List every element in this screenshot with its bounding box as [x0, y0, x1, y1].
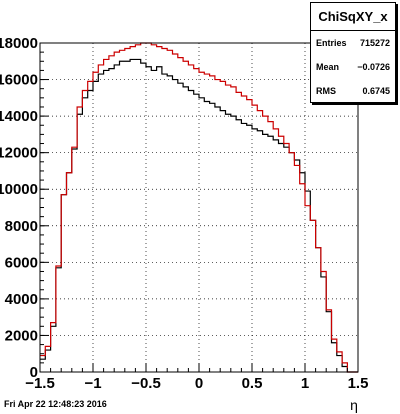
stats-row-rms: RMS 0.6745 [311, 79, 395, 103]
histogram-series [40, 42, 358, 373]
stats-box: ChiSqXY_x Entries 715272 Mean −0.0726 RM… [310, 2, 396, 103]
y-tick-label: 8000 [5, 218, 38, 235]
stats-row-mean: Mean −0.0726 [311, 55, 395, 79]
x-tick-label: 0.5 [242, 375, 263, 392]
x-tick-label: −0.5 [131, 375, 161, 392]
series-line-0 [40, 58, 358, 373]
series-line-1 [40, 42, 358, 373]
y-tick-label: 6000 [5, 254, 38, 271]
y-tick-label: 14000 [0, 108, 38, 125]
stats-rms-value: 0.6745 [362, 86, 390, 96]
y-tick-label: 4000 [5, 291, 38, 308]
stats-entries-label: Entries [316, 38, 347, 48]
x-tick-labels: −1.5 −1 −0.5 0 0.5 1 1.5 [25, 375, 368, 392]
x-tick-label: −1 [84, 375, 101, 392]
x-tick-label: −1.5 [25, 375, 55, 392]
y-tick-label: 0 [30, 364, 38, 381]
timestamp-footer: Fri Apr 22 12:48:23 2016 [4, 399, 107, 409]
stats-mean-value: −0.0726 [357, 62, 390, 72]
x-axis-label: η [350, 397, 358, 413]
stats-title: ChiSqXY_x [311, 3, 395, 31]
stats-rms-label: RMS [316, 86, 336, 96]
y-tick-label: 12000 [0, 145, 38, 162]
x-tick-label: 1.5 [348, 375, 369, 392]
axis-ticks [39, 42, 359, 373]
y-tick-label: 16000 [0, 72, 38, 89]
stats-entries-value: 715272 [359, 38, 390, 48]
x-tick-label: 1 [301, 375, 309, 392]
stats-mean-label: Mean [316, 62, 340, 72]
y-tick-labels: 0 2000 4000 6000 8000 10000 12000 14000 16000 180… [0, 35, 38, 381]
y-tick-label: 18000 [0, 35, 38, 52]
stats-row-entries: Entries 715272 [311, 31, 395, 55]
x-tick-label: 0 [195, 375, 203, 392]
y-tick-label: 2000 [5, 327, 38, 344]
y-tick-label: 10000 [0, 181, 38, 198]
